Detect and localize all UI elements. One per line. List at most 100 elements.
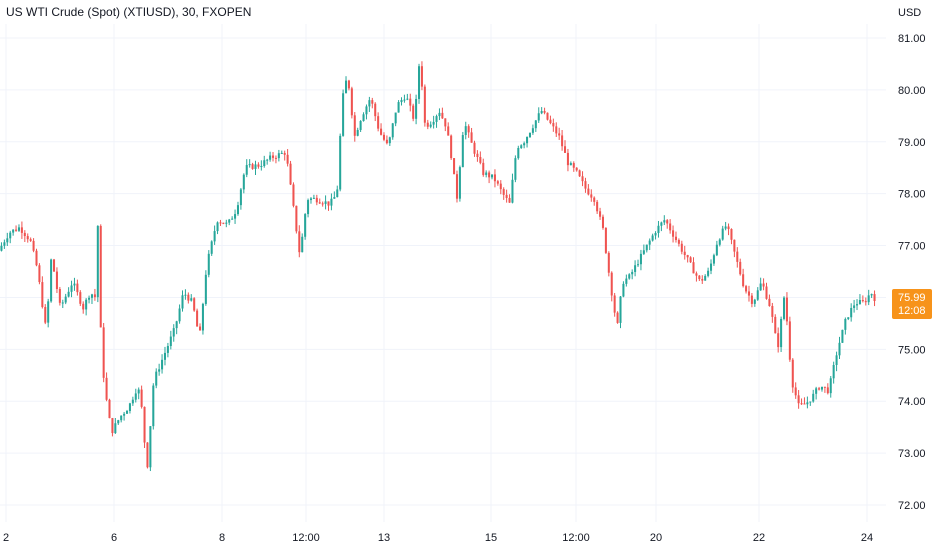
candle-body [114,423,117,434]
last-price-badge-bg [892,288,932,319]
candle-body [759,283,762,291]
candle-body [134,393,137,400]
y-tick-label: 75.00 [898,344,926,356]
candle-body [672,230,675,237]
candle-body [458,167,461,199]
time-axis[interactable]: 2 6 8 12:00 13 15 12:00 20 22 24 [3,532,873,544]
candle-body [601,216,605,228]
x-tick-label: 22 [753,532,765,544]
candle-body [861,300,864,302]
candle-body [613,295,616,313]
candle-body [476,153,479,158]
candle-body [596,201,599,212]
candle-body [531,128,534,133]
candle-body [356,129,359,136]
x-tick-label: 2 [3,532,9,544]
candle-body [791,359,794,388]
candle-body [292,184,295,206]
x-tick-label: 20 [650,532,662,544]
candle-body [517,148,520,159]
candle-body [680,243,683,252]
candle-body [870,294,873,296]
candle-body [461,135,464,168]
candle-body [823,386,826,388]
candle-body [26,236,29,240]
candle-body [120,415,123,421]
candle-body [90,294,94,298]
candle-body [365,106,368,115]
candle-body [660,222,663,226]
candle-body [782,297,786,319]
candle-body [161,359,164,370]
candle-body [336,189,339,198]
candle-body [73,283,76,286]
candle-body [450,135,453,159]
candle-body [123,413,126,416]
candle-body [712,255,715,264]
candle-body [15,229,18,231]
x-tick-label: 24 [861,532,873,544]
candle-body [818,388,821,390]
candle-body [850,307,853,318]
candle-body [309,198,313,201]
x-tick-label: 12:00 [292,532,320,544]
candle-body [803,403,806,405]
candle-body [771,306,774,317]
candle-body [415,98,418,119]
candle-body [838,342,841,356]
candle-body [58,288,61,303]
candle-body [38,265,41,283]
candle-body [762,283,765,287]
candle-body [599,211,602,217]
y-tick-label: 73.00 [898,448,926,460]
candles [0,61,876,472]
candle-body [271,155,275,158]
candle-body [301,236,304,253]
grid [0,24,886,522]
candle-body [844,319,847,330]
candle-body [686,255,689,258]
candle-body [117,420,120,424]
candle-body [417,66,421,99]
candle-body [867,295,870,303]
candle-body [736,251,739,262]
candle-body [172,328,175,337]
candle-body [248,164,251,166]
candle-body [616,312,619,323]
candle-body [488,172,491,178]
candle-body [380,128,383,135]
candle-body [739,261,742,275]
candle-body [645,244,648,251]
candle-body [219,222,222,224]
candle-body [756,290,759,300]
candle-body [812,393,815,402]
y-tick-label: 81.00 [898,33,926,45]
candle-body [631,271,634,275]
candle-body [820,386,824,390]
candle-body [70,285,73,292]
price-axis[interactable]: USD 72.0073.0074.0075.0076.0077.0078.007… [898,7,926,512]
candle-body [745,286,748,292]
candle-body [753,299,756,304]
candle-body [528,132,532,137]
candle-body [663,220,666,223]
candle-body [382,134,386,140]
candle-body [210,241,213,254]
candle-body [441,112,444,119]
candle-body [88,297,91,300]
candle-body [181,295,184,309]
candle-body [692,262,695,274]
candle-body [648,240,651,245]
last-price-badge: 75.99 12:08 [892,288,932,319]
candle-body [584,181,587,189]
candle-body [768,298,771,307]
chart-title: US WTI Crude (Spot) (XTIUSD), 30, FXOPEN [6,5,251,19]
candle-body [353,115,356,136]
candle-body [549,119,552,124]
candle-body [587,188,590,195]
candle-body [774,316,777,334]
candle-body [800,403,803,405]
candle-body [277,153,280,159]
